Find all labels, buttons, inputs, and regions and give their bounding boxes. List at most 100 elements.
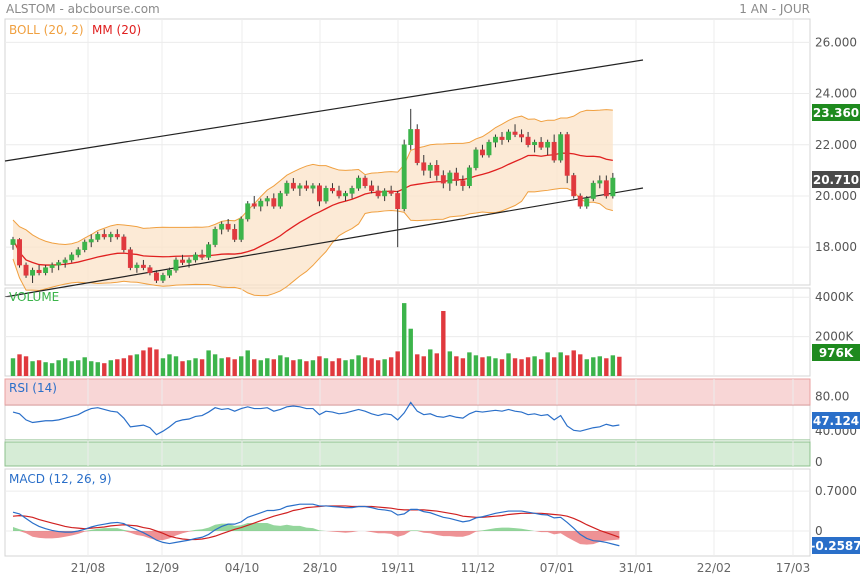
rsi-grid bbox=[5, 379, 810, 466]
candle-body bbox=[147, 267, 153, 274]
candles bbox=[10, 108, 616, 283]
volume-bar bbox=[421, 356, 426, 376]
candle-body bbox=[17, 239, 22, 266]
volume-bar bbox=[499, 359, 505, 376]
volume-bar bbox=[395, 351, 400, 376]
volume-bar bbox=[460, 358, 466, 376]
volume-bar bbox=[128, 355, 133, 376]
candle-body bbox=[271, 198, 277, 207]
boll-lower-line bbox=[12, 187, 613, 297]
candle-body bbox=[545, 141, 551, 148]
candle-body bbox=[479, 149, 485, 156]
candle bbox=[310, 183, 316, 194]
candle-body bbox=[284, 182, 290, 194]
volume-bar bbox=[578, 354, 583, 376]
candle bbox=[303, 180, 309, 191]
candle bbox=[545, 139, 551, 155]
candle bbox=[440, 170, 446, 189]
macd-badge: -0.2587 bbox=[810, 537, 860, 554]
candle-body bbox=[336, 190, 342, 197]
candle bbox=[121, 234, 127, 253]
candle-body bbox=[388, 190, 394, 194]
volume-grid bbox=[5, 288, 810, 376]
price-tick-label: 26.000 bbox=[815, 35, 857, 49]
candle bbox=[538, 137, 544, 150]
candle bbox=[330, 183, 335, 194]
candle-body bbox=[453, 172, 459, 181]
volume-bar bbox=[291, 360, 296, 376]
macd-grid bbox=[5, 469, 810, 556]
volume-bar bbox=[480, 357, 485, 376]
macd-line bbox=[12, 503, 620, 547]
candle-body bbox=[473, 149, 479, 169]
volume-bar bbox=[115, 359, 120, 376]
volume-bar bbox=[134, 354, 140, 376]
candle-body bbox=[140, 264, 146, 268]
candle bbox=[212, 226, 218, 248]
volume-bar bbox=[551, 357, 557, 376]
volume-bar bbox=[362, 357, 368, 376]
volume-bar bbox=[434, 353, 439, 376]
candle-body bbox=[30, 269, 36, 276]
candle bbox=[460, 175, 466, 191]
candle bbox=[271, 193, 277, 209]
volume-bar bbox=[193, 358, 198, 376]
candle bbox=[245, 201, 251, 222]
volume-bar bbox=[56, 360, 61, 376]
candle bbox=[421, 155, 427, 176]
candle-body bbox=[212, 228, 218, 245]
boll-legend: BOLL (20, 2) bbox=[9, 23, 84, 37]
volume-bar bbox=[506, 353, 511, 376]
volume-bar bbox=[43, 362, 48, 376]
volume-bar bbox=[415, 354, 420, 376]
date-tick-label: 28/10 bbox=[303, 561, 338, 575]
boll-upper-line bbox=[12, 109, 613, 245]
candle-body bbox=[186, 259, 192, 263]
mm-line bbox=[12, 152, 613, 266]
candle bbox=[388, 185, 394, 196]
price-tick-label: 22.000 bbox=[815, 138, 857, 152]
candle bbox=[147, 265, 153, 276]
volume-bar bbox=[147, 347, 153, 376]
candle bbox=[108, 231, 114, 243]
candle-body bbox=[303, 185, 309, 189]
candle-body bbox=[603, 180, 609, 197]
candle-body bbox=[369, 185, 375, 192]
candle bbox=[610, 172, 616, 199]
volume-bar bbox=[467, 352, 472, 376]
candle-body bbox=[75, 249, 81, 256]
volume-bar bbox=[375, 360, 381, 376]
candle-body bbox=[343, 193, 348, 197]
candle-body bbox=[173, 259, 179, 271]
candle-body bbox=[108, 234, 114, 238]
candle-body bbox=[245, 203, 251, 220]
panel-frame bbox=[4, 468, 811, 557]
volume-bar bbox=[173, 356, 179, 376]
candle bbox=[160, 272, 166, 283]
candle bbox=[180, 254, 185, 266]
volume-bar bbox=[617, 356, 622, 376]
candle-body bbox=[69, 254, 75, 261]
candle-body bbox=[427, 164, 433, 171]
volume-bar bbox=[49, 363, 55, 376]
candle bbox=[564, 131, 570, 184]
candle bbox=[512, 124, 518, 138]
rsi-badge: 47.124 bbox=[812, 412, 860, 429]
candle-body bbox=[551, 141, 557, 161]
candle-body bbox=[251, 203, 257, 207]
channel-lower-line bbox=[4, 187, 644, 298]
candle-body bbox=[43, 267, 49, 274]
volume-badge: 976K bbox=[812, 344, 860, 361]
candle-body bbox=[310, 185, 316, 189]
candle bbox=[30, 267, 36, 283]
candle bbox=[414, 124, 420, 166]
candle-body bbox=[56, 262, 62, 266]
volume-bar bbox=[69, 361, 74, 376]
price-tick-label: 24.000 bbox=[815, 87, 857, 101]
rsi-tick-label: 80.00 bbox=[815, 389, 849, 403]
candle bbox=[603, 175, 609, 199]
volume-tick-label: 4000K bbox=[815, 290, 855, 304]
date-tick-label: 11/12 bbox=[461, 561, 496, 575]
